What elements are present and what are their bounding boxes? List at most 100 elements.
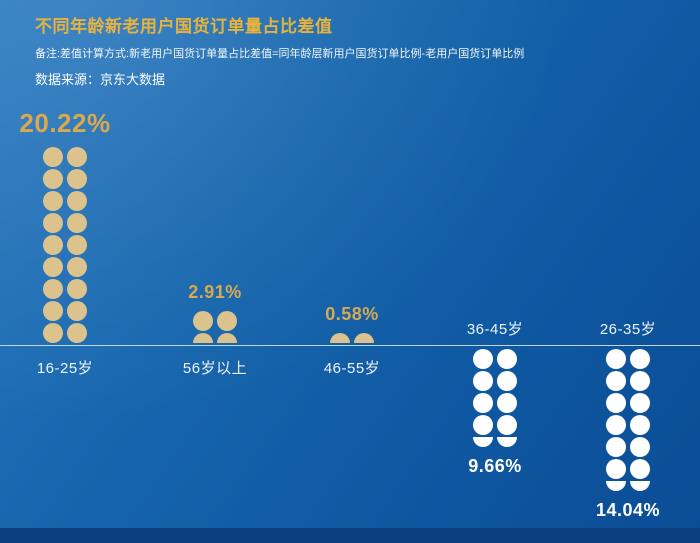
icon-stack bbox=[43, 147, 87, 343]
person-icon bbox=[473, 371, 493, 391]
chart-column-36-45: 36-45岁 9.66% bbox=[425, 0, 565, 543]
icon-row bbox=[193, 333, 237, 343]
person-icon bbox=[497, 349, 517, 369]
icon-stack bbox=[193, 311, 237, 343]
person-icon bbox=[630, 371, 650, 391]
category-label: 46-55岁 bbox=[323, 360, 381, 377]
person-icon bbox=[606, 371, 626, 391]
icon-row bbox=[473, 371, 517, 391]
person-icon bbox=[497, 437, 517, 447]
bar-group: 9.66% bbox=[425, 349, 565, 477]
person-icon bbox=[67, 147, 87, 167]
category-label: 36-45岁 bbox=[466, 321, 524, 338]
bar-group: 14.04% bbox=[558, 349, 698, 521]
icon-row bbox=[43, 147, 87, 167]
person-icon bbox=[67, 191, 87, 211]
value-label: 0.58% bbox=[325, 304, 379, 324]
value-label: 2.91% bbox=[188, 282, 242, 302]
chart-column-16-25: 20.22% 16-25岁 bbox=[0, 0, 135, 543]
chart-column-56plus: 2.91% 56岁以上 bbox=[145, 0, 285, 543]
icon-row bbox=[473, 393, 517, 413]
person-icon bbox=[217, 311, 237, 331]
person-icon bbox=[606, 481, 626, 491]
person-icon bbox=[67, 213, 87, 233]
icon-row bbox=[330, 333, 374, 343]
icon-row bbox=[43, 191, 87, 211]
person-icon bbox=[497, 393, 517, 413]
person-icon bbox=[606, 437, 626, 457]
value-label: 9.66% bbox=[468, 456, 522, 476]
chart-title: 不同年龄新老用户国货订单量占比差值 bbox=[35, 17, 333, 36]
person-icon bbox=[67, 235, 87, 255]
icon-row bbox=[193, 311, 237, 331]
footer-strip bbox=[0, 528, 700, 543]
person-icon bbox=[67, 301, 87, 321]
icon-row bbox=[473, 349, 517, 369]
data-source-label: 数据来源：京东大数据 bbox=[35, 72, 166, 87]
person-icon bbox=[606, 349, 626, 369]
person-icon bbox=[473, 437, 493, 447]
person-icon bbox=[630, 437, 650, 457]
person-icon bbox=[43, 213, 63, 233]
person-icon bbox=[43, 235, 63, 255]
icon-row bbox=[43, 323, 87, 343]
category-label: 26-35岁 bbox=[599, 321, 657, 338]
person-icon bbox=[193, 333, 213, 343]
person-icon bbox=[606, 459, 626, 479]
icon-row bbox=[606, 459, 650, 479]
icon-row bbox=[43, 235, 87, 255]
person-icon bbox=[630, 459, 650, 479]
person-icon bbox=[43, 323, 63, 343]
icon-row bbox=[43, 301, 87, 321]
person-icon bbox=[43, 301, 63, 321]
person-icon bbox=[473, 349, 493, 369]
icon-stack bbox=[330, 333, 374, 343]
value-label: 20.22% bbox=[19, 108, 111, 138]
icon-row bbox=[606, 393, 650, 413]
icon-row bbox=[473, 415, 517, 435]
icon-stack bbox=[606, 349, 650, 491]
person-icon bbox=[217, 333, 237, 343]
icon-row bbox=[606, 371, 650, 391]
icon-row bbox=[43, 279, 87, 299]
person-icon bbox=[193, 311, 213, 331]
icon-row bbox=[473, 437, 517, 447]
bar-group: 0.58% bbox=[282, 304, 422, 343]
icon-stack bbox=[473, 349, 517, 447]
category-label: 56岁以上 bbox=[182, 360, 248, 377]
person-icon bbox=[473, 415, 493, 435]
person-icon bbox=[630, 481, 650, 491]
chart-column-26-35: 26-35岁 14.04% bbox=[558, 0, 698, 543]
category-label: 16-25岁 bbox=[36, 360, 94, 377]
person-icon bbox=[330, 333, 350, 343]
person-icon bbox=[43, 147, 63, 167]
person-icon bbox=[43, 257, 63, 277]
axis-baseline bbox=[0, 345, 700, 346]
person-icon bbox=[630, 349, 650, 369]
person-icon bbox=[43, 191, 63, 211]
person-icon bbox=[630, 393, 650, 413]
icon-row bbox=[606, 437, 650, 457]
icon-row bbox=[43, 257, 87, 277]
person-icon bbox=[606, 393, 626, 413]
person-icon bbox=[67, 257, 87, 277]
icon-row bbox=[43, 169, 87, 189]
person-icon bbox=[473, 393, 493, 413]
icon-row bbox=[43, 213, 87, 233]
person-icon bbox=[497, 371, 517, 391]
person-icon bbox=[43, 279, 63, 299]
person-icon bbox=[67, 279, 87, 299]
person-icon bbox=[43, 169, 63, 189]
bar-group: 20.22% bbox=[0, 108, 135, 343]
chart-column-46-55: 0.58% 46-55岁 bbox=[282, 0, 422, 543]
bar-group: 2.91% bbox=[145, 282, 285, 343]
person-icon bbox=[354, 333, 374, 343]
person-icon bbox=[497, 415, 517, 435]
person-icon bbox=[630, 415, 650, 435]
icon-row bbox=[606, 349, 650, 369]
chart-note: 备注:差值计算方式:新老用户国货订单量占比差值=同年龄层新用户国货订单比例-老用… bbox=[35, 48, 525, 60]
value-label: 14.04% bbox=[595, 500, 661, 520]
icon-row bbox=[606, 481, 650, 491]
icon-row bbox=[606, 415, 650, 435]
